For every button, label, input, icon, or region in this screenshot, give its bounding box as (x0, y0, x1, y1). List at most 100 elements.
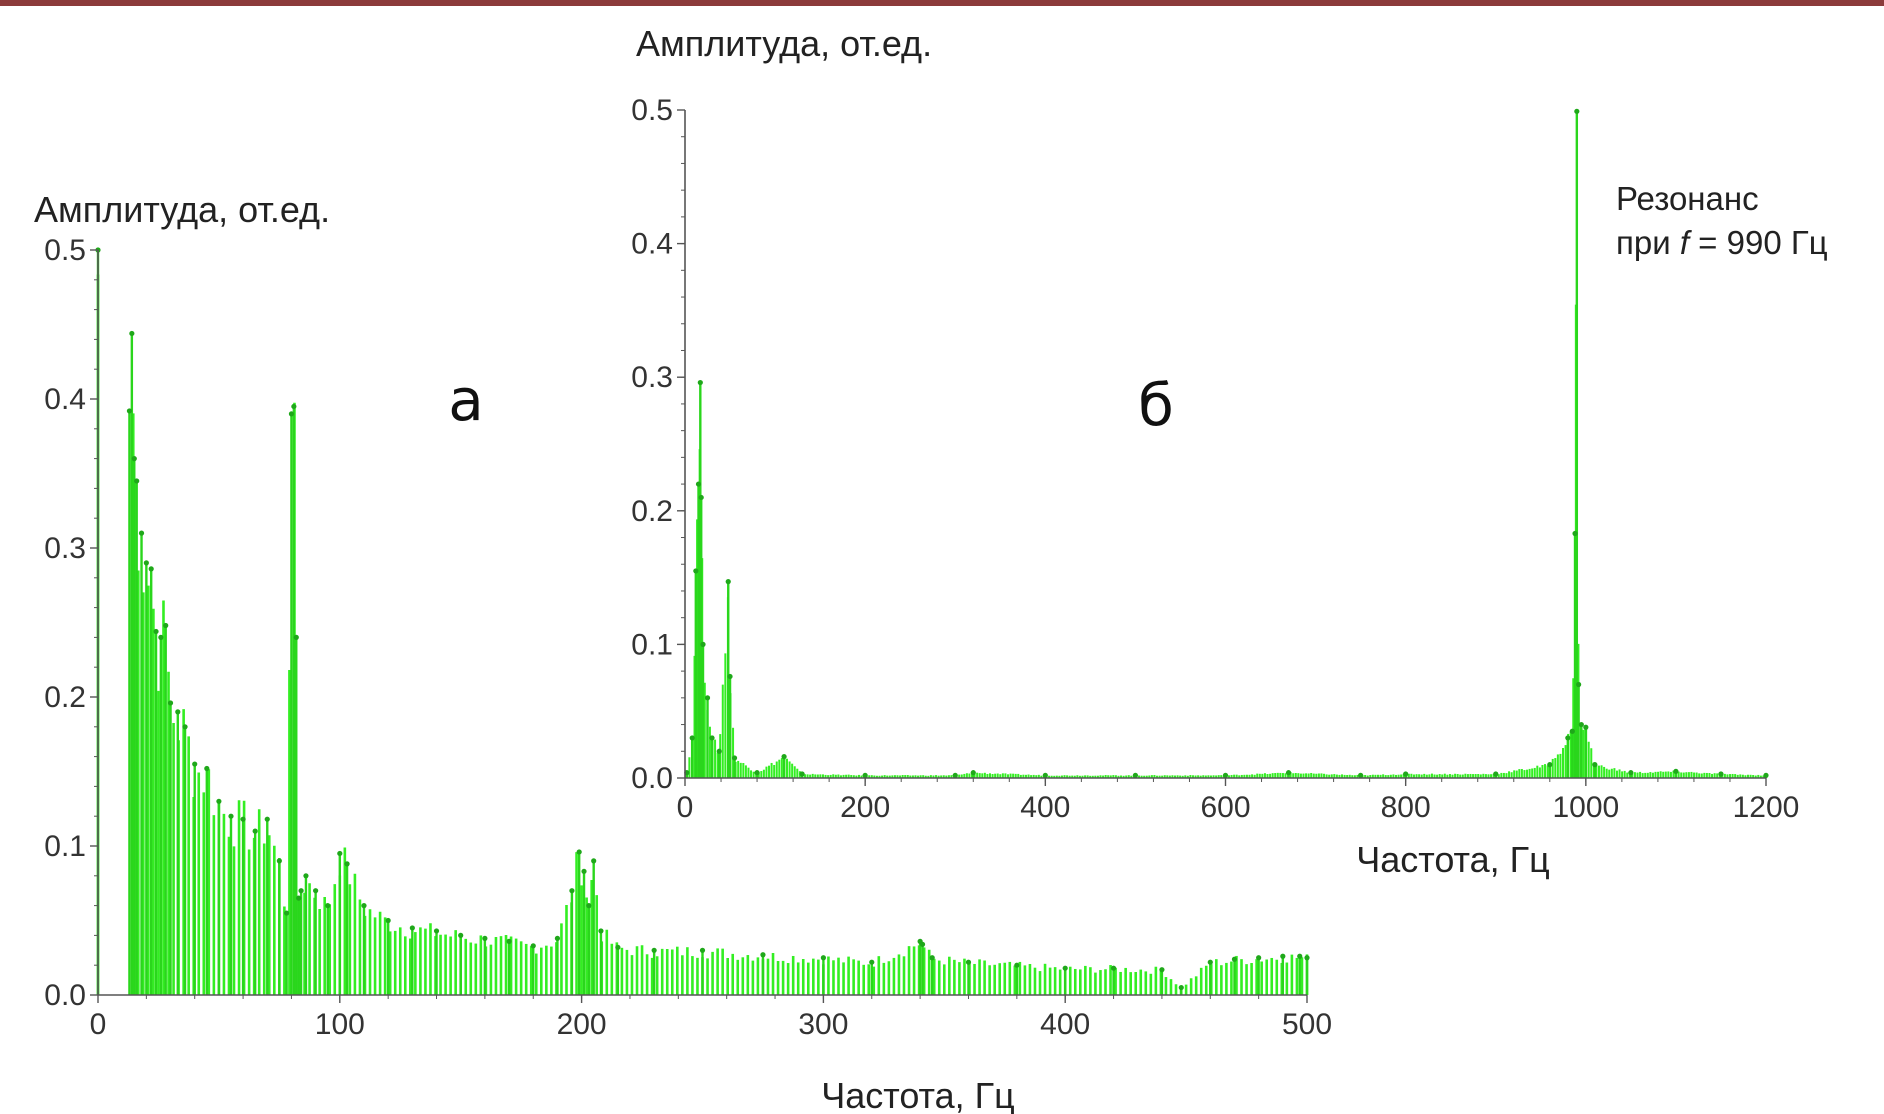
chart-a-data-point (530, 943, 536, 949)
chart-a-data-point (929, 955, 935, 961)
chart-a-data-point (581, 868, 587, 874)
chart-a-x-tick-label: 100 (315, 1008, 365, 1041)
chart-a-data-point (482, 935, 488, 941)
chart-a-data-point (554, 935, 561, 941)
chart-b-x-tick-label: 800 (1381, 791, 1431, 824)
chart-a-data-point (760, 952, 766, 958)
chart-b-data-point (727, 673, 733, 680)
chart-a-data-point (1304, 955, 1310, 961)
chart-a-data-point (252, 828, 258, 834)
chart-a-x-tick-label: 300 (798, 1008, 848, 1041)
chart-a-data-point (458, 932, 464, 939)
chart-a-ylabel: Амплитуда, от.ед. (34, 189, 330, 230)
chart-b-data-point (1358, 772, 1364, 778)
chart-b-data-point (799, 771, 805, 777)
chart-b-xlabel: Частота, Гц (1356, 839, 1550, 880)
chart-a-data-point (284, 910, 290, 916)
chart-a-data-point (293, 634, 299, 641)
chart-b-data-point (1578, 721, 1584, 728)
chart-b-data-point (725, 579, 731, 585)
chart-a-data-point (919, 941, 926, 947)
chart-a-data-point (1207, 959, 1213, 965)
chart-b-data-point (781, 754, 787, 760)
chart-a-data-point (820, 955, 827, 961)
chart-a-data-point (1014, 962, 1020, 968)
chart-b-panel-label: б (1138, 371, 1174, 439)
chart-b-x-tick-label: 1200 (1733, 791, 1800, 824)
chart-b-data-point (1042, 772, 1048, 778)
resonance-note-line1: Резонанс (1616, 180, 1759, 217)
chart-a-data-point (182, 724, 188, 730)
chart-b-data-point (1547, 762, 1553, 768)
chart-a-data-point (1231, 956, 1238, 962)
chart-b-data-point (709, 735, 715, 741)
chart-a-y-tick-label: 0.3 (44, 532, 86, 565)
chart-a-data-point (288, 411, 295, 417)
chart-a-data-point (303, 873, 309, 879)
resonance-note-pri: при (1616, 224, 1671, 261)
chart-a-data-point (276, 858, 282, 864)
chart-a-data-point (615, 944, 621, 950)
chart-a-xlabel: Частота, Гц (821, 1075, 1015, 1114)
chart-a-data-point (163, 622, 169, 629)
chart-a-y-tick-label: 0.4 (44, 383, 86, 416)
chart-b-data-point (693, 568, 699, 574)
chart-a-data-point (153, 628, 159, 635)
chart-b-data-point (1572, 530, 1578, 537)
chart-b-data-point (862, 772, 868, 778)
chart-b-data-point (1718, 771, 1724, 777)
chart-b-data-point (1222, 772, 1229, 778)
chart-b-data-point (1569, 728, 1575, 734)
chart-a-data-point (576, 849, 582, 855)
chart-b-y-tick-label: 0.4 (631, 228, 673, 261)
chart-b-data-point (1493, 771, 1499, 777)
chart-a-data-point (291, 403, 297, 410)
chart-a-data-point (651, 947, 657, 953)
chart-a-data-point (1178, 984, 1184, 991)
chart-b-data-point (1628, 770, 1634, 776)
chart-a-data-point (409, 925, 415, 931)
chart-a-y-tick-label: 0.5 (44, 234, 86, 267)
chart-b-data-point (1132, 772, 1139, 778)
chart-b-data-point (689, 735, 695, 741)
chart-a-y-tick-label: 0.1 (44, 830, 86, 863)
chart-b-data-point (1673, 768, 1679, 774)
chart-a-data-point (298, 888, 304, 894)
chart-a-points (95, 247, 1310, 991)
chart-a-data-point (1159, 967, 1165, 973)
chart-b-x-tick-label: 400 (1020, 791, 1070, 824)
chart-b: Амплитуда, от.ед. Частота, Гц б 0 200 400 6… (631, 23, 1827, 880)
chart-b-x-tick-label: 0 (677, 791, 694, 824)
chart-b-data-point (952, 772, 958, 778)
chart-a-data-point (1297, 953, 1303, 959)
chart-a-data-point (158, 634, 164, 641)
chart-b-data-point (695, 481, 702, 487)
chart-a-data-point (143, 560, 149, 566)
chart-b-data-point (970, 770, 976, 776)
chart-a-data-point (385, 917, 391, 924)
chart-b-data-point (1583, 724, 1589, 730)
chart-a-data-point (1280, 953, 1286, 959)
chart-a-data-point (167, 700, 174, 706)
chart-a-data-point (344, 861, 350, 867)
chart-b-points (684, 108, 1769, 778)
chart-a-y-tick-label: 0.2 (44, 681, 86, 714)
chart-a-data-point (228, 813, 234, 819)
chart-b-y-tick-label: 0.1 (631, 628, 673, 661)
chart-b-data-point (700, 641, 706, 648)
chart-a-data-point (264, 816, 270, 822)
chart-a-y-tick-label: 0.0 (44, 979, 86, 1012)
resonance-note-line2: при f = 990 Гц (1616, 224, 1828, 261)
chart-a-data-point (586, 903, 592, 909)
chart-a-x-tick-label: 500 (1282, 1008, 1332, 1041)
chart-a-data-point (216, 798, 222, 804)
chart-a-data-point (204, 765, 210, 772)
chart-a-data-point (129, 330, 135, 337)
chart-a: Амплитуда, от.ед. Частота, Гц а 0 100 200 3… (34, 189, 1332, 1114)
chart-a-data-point (126, 408, 133, 414)
chart-a-data-point (131, 456, 137, 462)
chart-a-x-tick-label: 200 (557, 1008, 607, 1041)
chart-a-data-point (1256, 955, 1262, 961)
chart-a-data-point (361, 903, 367, 909)
